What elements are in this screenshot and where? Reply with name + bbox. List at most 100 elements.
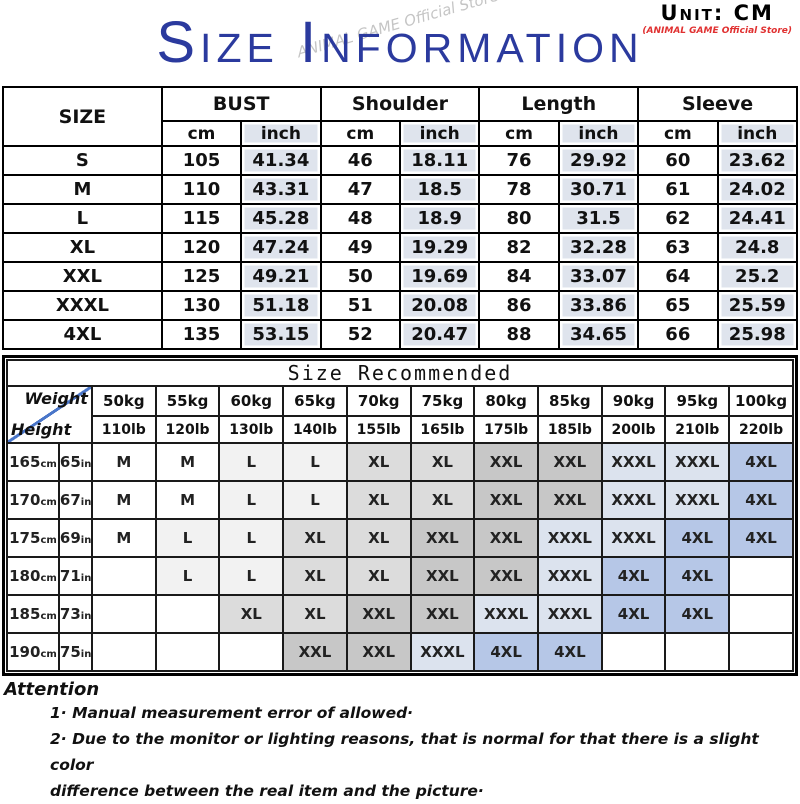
weight-lb-header: 110lb — [90, 415, 157, 444]
recommended-empty-cell — [728, 594, 794, 634]
recommended-size-cell: XXXL — [664, 442, 731, 482]
size-table-row: XXL 125 49.21 50 19.69 84 33.07 64 25.2 — [2, 261, 799, 292]
size-table-row: S 105 41.34 46 18.11 76 29.92 60 23.62 — [2, 145, 799, 176]
height-cm-cell: 190cm — [6, 632, 60, 672]
recommended-size-cell: XXL — [409, 556, 476, 596]
recommended-empty-cell — [90, 594, 157, 634]
height-number: 65 — [59, 453, 81, 471]
measurement-cm-value: 80 — [478, 203, 560, 234]
measurement-cm-value: 65 — [637, 290, 719, 321]
measurement-cm-value: 78 — [478, 174, 560, 205]
recommended-empty-cell — [90, 632, 157, 672]
height-number: 180 — [9, 567, 41, 585]
recommended-empty-cell — [90, 556, 157, 596]
height-in-cell: 67in — [57, 480, 93, 520]
weight-lb-header: 165lb — [409, 415, 476, 444]
recommended-size-cell: XXL — [473, 442, 539, 482]
size-table-row: 4XL 135 53.15 52 20.47 88 34.65 66 25.98 — [2, 319, 799, 350]
weight-kg-header: 75kg — [409, 385, 476, 417]
attention-item-line: 2· Due to the monitor or lighting reason… — [50, 730, 759, 774]
weight-lb-header: 200lb — [600, 415, 667, 444]
height-number: 175 — [9, 529, 41, 547]
height-unit: cm — [40, 497, 57, 508]
size-recommended-section: Size Recommended Weight Height 50kg 55kg 6… — [2, 355, 798, 676]
measurement-inch-value: 20.08 — [398, 290, 481, 321]
recommended-size-cell: XL — [409, 442, 476, 482]
measurement-inch-value: 53.15 — [240, 319, 322, 350]
attention-item-line: difference between the real item and the… — [50, 782, 484, 800]
size-table-group-header-row: SIZE BUST Shoulder Length Sleeve — [2, 86, 798, 147]
recommended-size-cell: XL — [218, 594, 285, 634]
corner-height-label: Height — [11, 420, 72, 439]
page-title: Size Information — [156, 10, 644, 75]
recommended-table-title: Size Recommended — [6, 359, 794, 387]
recommended-size-cell: XXL — [473, 480, 539, 520]
recommended-size-cell: XXL — [536, 442, 603, 482]
unit-header-inch: inch — [240, 120, 322, 147]
height-unit: in — [80, 459, 92, 470]
recommended-size-cell: XXXL — [600, 518, 667, 558]
height-unit: in — [80, 497, 92, 508]
unit-header-inch: inch — [398, 120, 481, 147]
size-label: M — [2, 174, 163, 205]
measurement-cm-value: 52 — [319, 319, 401, 350]
measurement-cm-value: 105 — [160, 145, 243, 176]
measurement-cm-value: 115 — [160, 203, 243, 234]
measurement-inch-value: 29.92 — [557, 145, 640, 176]
measurement-inch-value: 43.31 — [240, 174, 322, 205]
height-unit: cm — [40, 611, 57, 622]
size-measurements-table: SIZE BUST Shoulder Length Sleeve cm inch… — [2, 86, 799, 350]
recommended-empty-cell — [664, 632, 731, 672]
recommended-size-cell: L — [154, 556, 221, 596]
weight-lb-header: 185lb — [536, 415, 603, 444]
recommended-empty-cell — [728, 632, 794, 672]
weight-kg-header: 50kg — [90, 385, 157, 417]
recommended-size-cell: L — [282, 480, 348, 520]
unit-header-inch: inch — [716, 120, 799, 147]
measurement-inch-value: 51.18 — [240, 290, 322, 321]
recommended-table-row: 170cm 67in M M L L XL XL XXL XXL XXXL XXXL 4XL — [6, 480, 794, 520]
height-number: 75 — [59, 643, 81, 661]
recommended-size-cell: 4XL — [473, 632, 539, 672]
height-unit: in — [80, 535, 92, 546]
measurement-inch-value: 19.29 — [398, 232, 481, 263]
measurement-inch-value: 45.28 — [240, 203, 322, 234]
height-number: 71 — [59, 567, 81, 585]
recommended-size-cell: XXXL — [409, 632, 476, 672]
weight-lb-header-row: 110lb 120lb 130lb 140lb 155lb 165lb 175lb 185lb… — [7, 415, 794, 444]
recommended-size-cell: 4XL — [728, 442, 794, 482]
recommended-size-cell: XXL — [473, 518, 539, 558]
measurement-cm-value: 61 — [637, 174, 719, 205]
weight-lb-header: 210lb — [664, 415, 731, 444]
size-table-row: M 110 43.31 47 18.5 78 30.71 61 24.02 — [2, 174, 799, 205]
recommended-size-cell: XL — [345, 480, 412, 520]
size-label: L — [2, 203, 163, 234]
height-in-cell: 75in — [57, 632, 93, 672]
group-header-shoulder: Shoulder — [319, 86, 481, 122]
recommended-size-cell: 4XL — [536, 632, 603, 672]
recommended-size-cell: L — [218, 442, 285, 482]
recommended-empty-cell — [218, 632, 285, 672]
recommended-size-cell: XXL — [473, 556, 539, 596]
measurement-inch-value: 25.2 — [716, 261, 799, 292]
measurement-inch-value: 34.65 — [557, 319, 640, 350]
measurement-inch-value: 25.98 — [716, 319, 799, 350]
recommended-size-cell: XXL — [409, 518, 476, 558]
recommended-empty-cell — [154, 594, 221, 634]
height-in-cell: 73in — [57, 594, 93, 634]
recommended-empty-cell — [728, 556, 794, 596]
measurement-inch-value: 41.34 — [240, 145, 322, 176]
unit-header-cm: cm — [160, 120, 243, 147]
size-label: 4XL — [2, 319, 163, 350]
measurement-cm-value: 48 — [319, 203, 401, 234]
height-in-cell: 71in — [57, 556, 93, 596]
measurement-cm-value: 51 — [319, 290, 401, 321]
recommended-size-cell: XXXL — [600, 480, 667, 520]
recommended-table-row: 185cm 73in XL XL XXL XXL XXXL XXXL 4XL 4XL — [6, 594, 794, 634]
recommended-size-cell: XL — [282, 556, 348, 596]
recommended-size-cell: XXXL — [536, 594, 603, 634]
measurement-cm-value: 64 — [637, 261, 719, 292]
height-cm-cell: 185cm — [6, 594, 60, 634]
height-in-cell: 69in — [57, 518, 93, 558]
size-label: XXXL — [2, 290, 163, 321]
